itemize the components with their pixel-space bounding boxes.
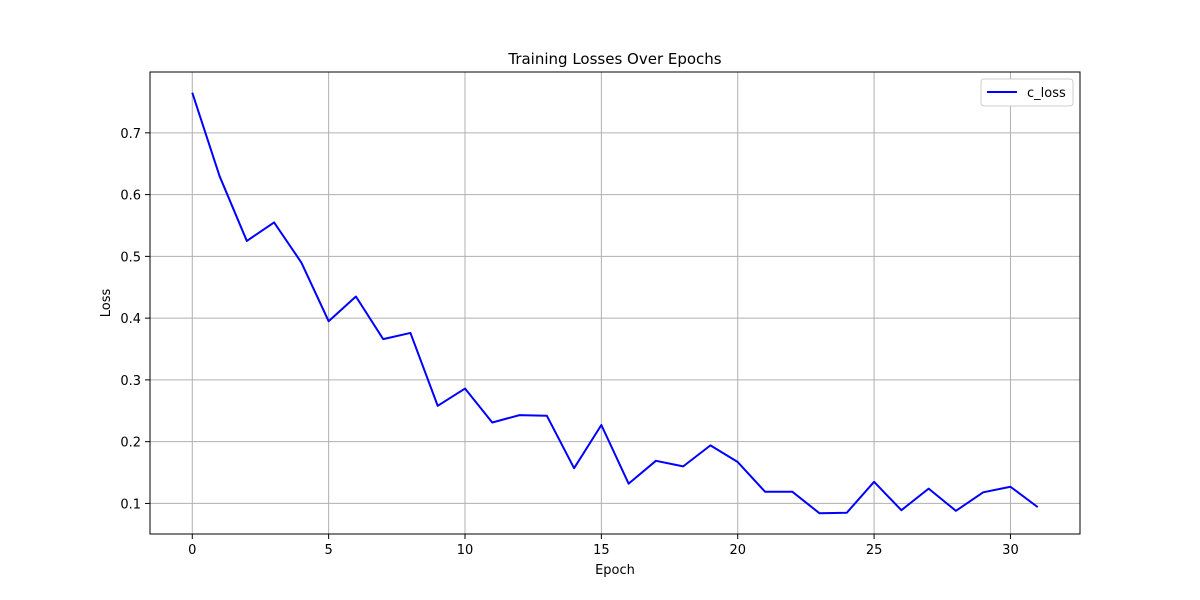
plot-frame [149, 71, 1081, 535]
x-tick-label: 15 [593, 543, 610, 558]
x-tick-label: 20 [729, 543, 746, 558]
grid-lines [150, 72, 1080, 534]
y-tick-label: 0.7 [120, 127, 141, 142]
y-axis-ticks: 0.1 0.2 0.3 0.4 0.5 0.6 0.7 [120, 127, 150, 512]
x-tick-label: 30 [1002, 543, 1019, 558]
x-axis-ticks: 0 5 10 15 20 25 30 [188, 534, 1019, 558]
legend-box [980, 78, 1074, 107]
x-tick-label: 25 [866, 543, 883, 558]
y-tick-label: 0.2 [120, 436, 141, 451]
y-tick-label: 0.4 [120, 312, 141, 327]
y-axis-label: Loss [99, 289, 114, 318]
x-tick-label: 10 [457, 543, 474, 558]
chart-title: Training Losses Over Epochs [507, 50, 721, 68]
legend: c_loss [980, 78, 1074, 107]
plot-area [150, 72, 1080, 534]
y-tick-label: 0.1 [120, 497, 141, 512]
x-tick-label: 5 [324, 543, 332, 558]
y-tick-label: 0.5 [120, 250, 141, 265]
series-layer [191, 92, 1039, 515]
x-tick-label: 0 [188, 543, 196, 558]
y-tick-label: 0.6 [120, 189, 141, 204]
series-line-c-loss [191, 92, 1039, 515]
legend-label-c-loss: c_loss [1027, 86, 1066, 101]
y-tick-label: 0.3 [120, 374, 141, 389]
x-axis-label: Epoch [595, 563, 635, 578]
